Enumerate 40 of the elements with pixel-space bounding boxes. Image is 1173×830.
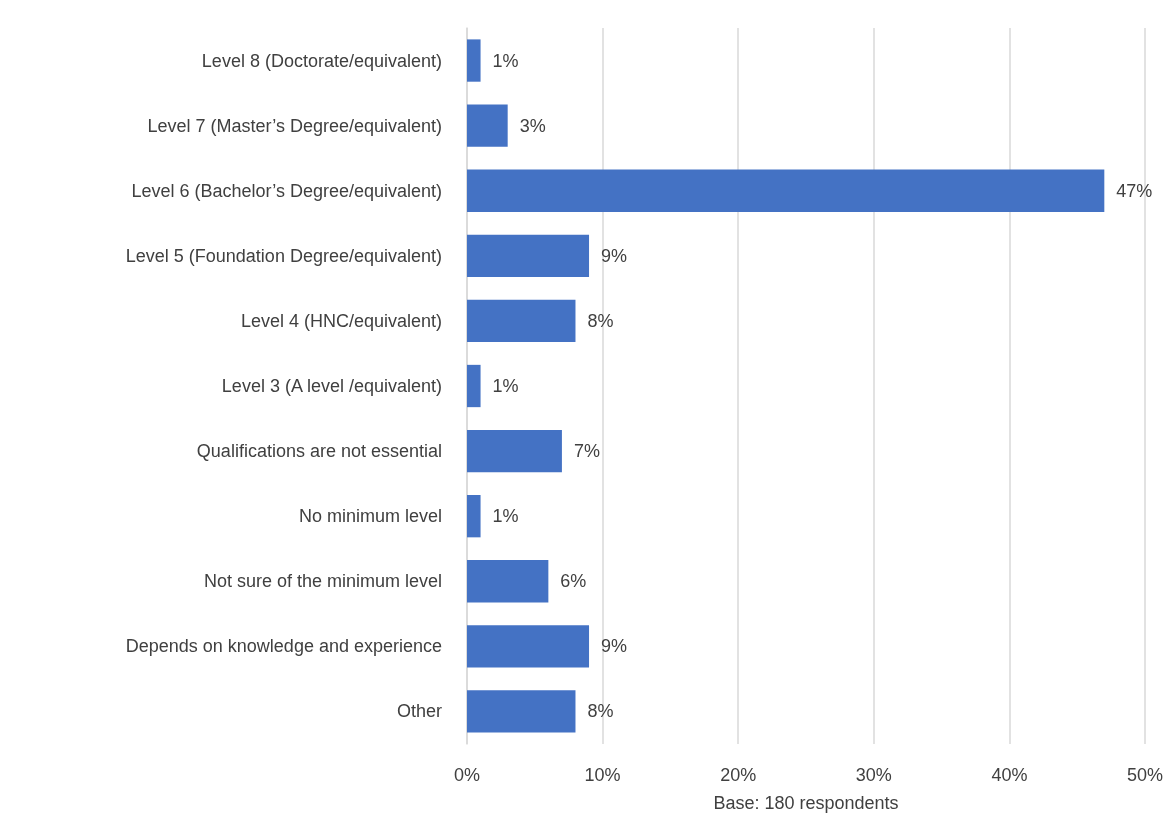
x-tick-label: 30%: [855, 765, 892, 785]
y-tick-label: Level 8 (Doctorate/equivalent): [201, 50, 442, 71]
bar: [467, 495, 481, 538]
bar: [467, 234, 590, 277]
y-tick-label: Not sure of the minimum level: [203, 571, 442, 592]
data-label: 9%: [601, 245, 628, 266]
bar: [467, 429, 562, 473]
y-tick-label: Qualifications are not essential: [196, 441, 442, 462]
bar: [467, 169, 1105, 212]
data-label: 9%: [601, 636, 628, 657]
data-label: 8%: [587, 701, 614, 722]
data-label: 1%: [492, 50, 519, 71]
y-tick-label: Level 7 (Master’s Degree/equivalent): [147, 115, 442, 136]
x-tick-label: 10%: [584, 765, 621, 785]
data-label: 47%: [1116, 180, 1153, 201]
y-tick-label: Level 5 (Foundation Degree/equivalent): [125, 245, 442, 266]
data-label: 1%: [492, 506, 519, 527]
y-tick-label: Depends on knowledge and experience: [125, 636, 442, 657]
data-label: 1%: [492, 376, 519, 396]
y-tick-label: No minimum level: [298, 506, 442, 527]
y-tick-label: Level 3 (A level /equivalent): [221, 376, 442, 396]
bar: [467, 39, 481, 82]
y-tick-label: Level 6 (Bachelor’s Degree/equivalent): [131, 180, 442, 201]
x-tick-label: 50%: [1126, 765, 1164, 785]
bar: [467, 104, 508, 147]
y-tick-label: Other: [396, 701, 442, 722]
bar: [467, 690, 576, 733]
y-tick-label: Level 4 (HNC/equivalent): [240, 310, 442, 331]
data-label: 8%: [587, 310, 614, 331]
x-tick-label: 20%: [720, 765, 757, 785]
bar: [467, 625, 590, 668]
bar: [467, 364, 481, 408]
x-axis-title: Base: 180 respondents: [713, 793, 899, 813]
bar: [467, 299, 576, 343]
x-tick-label: 40%: [991, 765, 1028, 785]
data-label: 7%: [573, 441, 600, 462]
data-label: 6%: [560, 571, 587, 592]
data-label: 3%: [519, 115, 546, 136]
x-tick-label: 0%: [453, 765, 481, 785]
bar: [467, 560, 549, 603]
